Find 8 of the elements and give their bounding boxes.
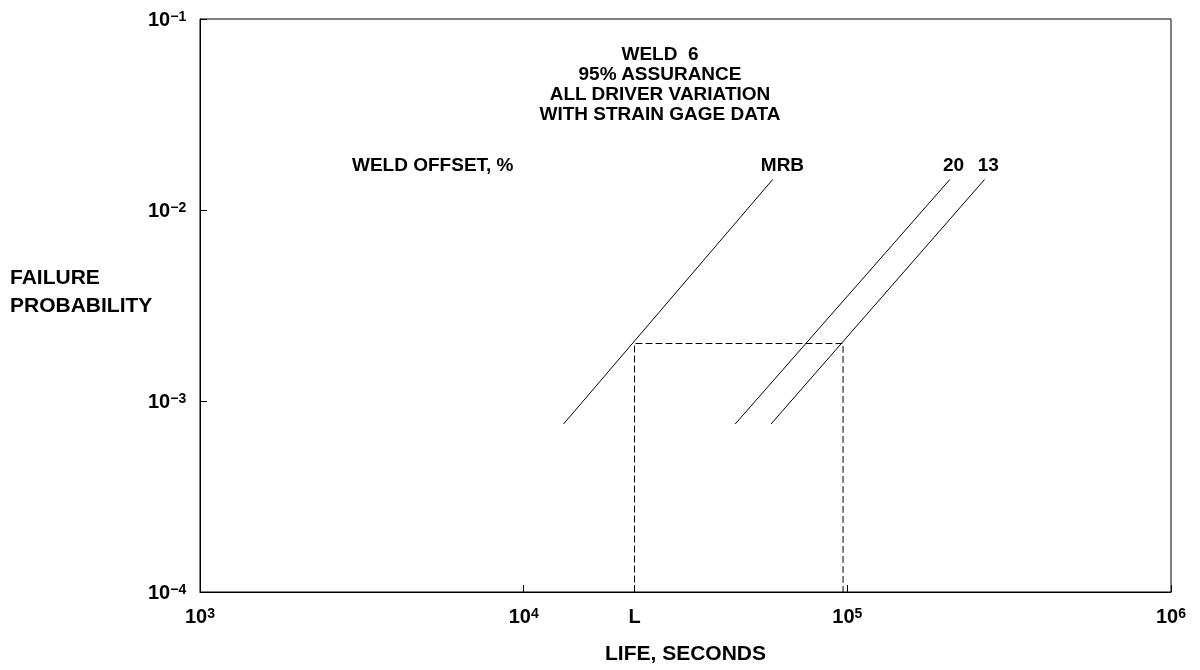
x-tick-label: L	[628, 605, 641, 627]
annotation: WELD OFFSET, %	[352, 154, 514, 175]
y-axis-title: FAILURE PROBABILITY	[10, 264, 153, 316]
series-label: 13	[977, 153, 999, 175]
text: WELD 6 95% ASSURANCE ALL DRIVER VARIATION WITH STRAIN GAGE DATA	[539, 42, 781, 124]
series-label: 20	[943, 153, 965, 175]
x-axis-title: LIFE, SECONDS	[604, 641, 767, 664]
series-label: MRB	[760, 153, 805, 175]
